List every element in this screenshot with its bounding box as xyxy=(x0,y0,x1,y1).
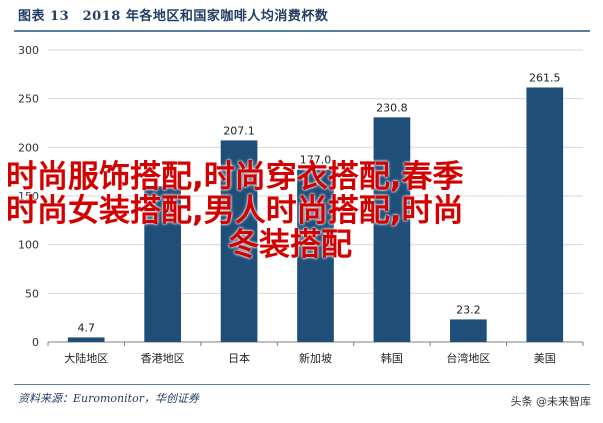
x-tick-label: 大陆地区 xyxy=(64,351,108,365)
x-tick-label: 香港地区 xyxy=(141,352,185,365)
y-tick-label: 50 xyxy=(25,287,39,300)
x-tick-label: 韩国 xyxy=(381,351,403,365)
y-tick-label: 150 xyxy=(18,190,39,203)
figure-title: 图表 13 2018 年各地区和国家咖啡人均消费杯数 xyxy=(18,9,329,24)
bar xyxy=(144,186,181,342)
y-tick-label: 250 xyxy=(18,93,39,106)
data-label: 23.2 xyxy=(456,303,481,316)
brand-credit: 头条 @未来智库 xyxy=(511,393,592,409)
y-tick-label: 200 xyxy=(18,141,39,154)
data-label: 207.1 xyxy=(223,124,255,137)
bar xyxy=(526,87,564,342)
bar xyxy=(220,140,258,342)
bar-chart: 0 50 100 150 200 250 300 大陆地区 4.7 香港地区 日本 207.1 新加坡 1… xyxy=(18,44,584,365)
footer-divider xyxy=(14,384,590,385)
x-tick-label: 日本 xyxy=(228,351,250,365)
figure-header: 图表 13 2018 年各地区和国家咖啡人均消费杯数 xyxy=(14,0,590,32)
data-label: 261.5 xyxy=(529,71,561,84)
brand-name: @未来智库 xyxy=(536,395,591,408)
y-tick-label: 100 xyxy=(18,239,39,252)
bar xyxy=(450,319,487,342)
data-label: 230.8 xyxy=(376,101,408,114)
data-label: 177.0 xyxy=(300,154,332,167)
x-tick-label: 台湾地区 xyxy=(446,351,490,365)
bar xyxy=(67,337,105,342)
y-tick-label: 300 xyxy=(18,44,39,57)
source-note: 资料来源：Euromonitor，华创证券 xyxy=(18,392,199,405)
data-label: 4.7 xyxy=(77,321,95,334)
x-tick-label: 新加坡 xyxy=(299,351,332,365)
brand-prefix: 头条 xyxy=(510,395,533,408)
bar xyxy=(297,169,334,342)
x-tick-label: 美国 xyxy=(534,352,556,365)
bar xyxy=(373,117,411,342)
y-tick-label: 0 xyxy=(32,336,39,349)
